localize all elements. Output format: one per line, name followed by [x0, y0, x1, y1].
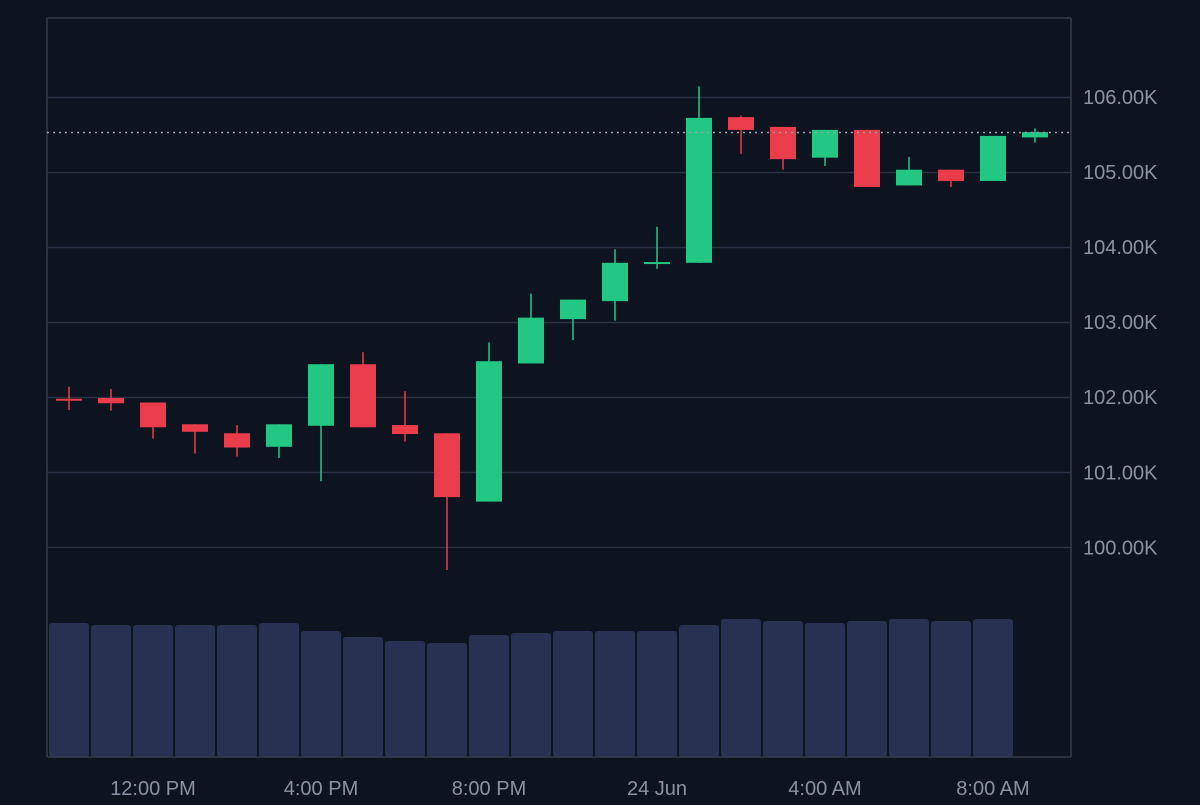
candle-up [896, 156, 922, 186]
candle-body [896, 169, 922, 186]
candle-body [476, 361, 502, 502]
y-tick-label: 100.00K [1083, 537, 1158, 559]
candle-body [1022, 132, 1048, 138]
volume-bar [889, 619, 929, 757]
x-tick-label: 4:00 AM [788, 778, 861, 800]
volume-bar [217, 625, 257, 757]
candle-body [224, 433, 250, 448]
candle-up [266, 424, 292, 459]
candle-body [938, 169, 964, 181]
candle-down [56, 386, 82, 411]
candle-body [854, 129, 880, 187]
volume-bar [469, 635, 509, 757]
volume-bar [679, 625, 719, 757]
candle-down [98, 388, 124, 411]
candle-up [644, 226, 670, 269]
volume-bar [595, 631, 635, 757]
candle-up [812, 129, 838, 166]
candle-body [686, 117, 712, 263]
volume-bar [553, 631, 593, 757]
y-tick-label: 102.00K [1083, 387, 1158, 409]
volume-bar [301, 631, 341, 757]
x-axis: 12:00 PM 4:00 PM 8:00 PM 24 Jun 4:00 AM 8:00 … [110, 778, 1030, 800]
plot-frame [46, 17, 1072, 758]
volume-bar [385, 641, 425, 757]
candle-down [182, 424, 208, 454]
volume-bar [175, 625, 215, 757]
volume-bar [133, 625, 173, 757]
candle-down [854, 129, 880, 187]
x-tick-label: 8:00 PM [452, 778, 526, 800]
candle-down [938, 169, 964, 187]
x-tick-label: 4:00 PM [284, 778, 358, 800]
candle-up [476, 342, 502, 502]
y-tick-label: 104.00K [1083, 237, 1158, 259]
candle-down [224, 425, 250, 457]
y-axis: 106.00K 105.00K 104.00K 103.00K 102.00K 101.0… [1083, 87, 1158, 560]
candle-body [266, 424, 292, 447]
candle-down [434, 433, 460, 570]
volume-bar [847, 621, 887, 757]
candle-body [392, 425, 418, 435]
volume-bar [343, 637, 383, 757]
candle-body [644, 262, 670, 265]
volume-bar [931, 621, 971, 757]
volume-bar [973, 619, 1013, 757]
candle-down [728, 115, 754, 154]
candle-up [518, 293, 544, 364]
y-tick-label: 101.00K [1083, 462, 1158, 484]
volume-bar [637, 631, 677, 757]
candle-body [56, 398, 82, 401]
candle-down [350, 352, 376, 428]
candle-up [1022, 128, 1048, 143]
grid-layer [47, 96, 1071, 549]
candle-body [98, 397, 124, 404]
volume-layer [49, 619, 1013, 757]
x-tick-label: 12:00 PM [110, 778, 196, 800]
candle-up [980, 135, 1006, 181]
volume-bar [511, 633, 551, 757]
candle-body [560, 299, 586, 320]
volume-bar [721, 619, 761, 757]
candle-up [686, 86, 712, 263]
candle-body [518, 317, 544, 364]
candle-layer [56, 86, 1048, 570]
volume-bar [91, 625, 131, 757]
candle-body [308, 364, 334, 426]
x-tick-label: 24 Jun [627, 778, 687, 800]
volume-bar [427, 643, 467, 757]
candle-up [602, 249, 628, 321]
y-tick-label: 106.00K [1083, 87, 1158, 109]
volume-bar [805, 623, 845, 757]
candle-body [350, 364, 376, 428]
candle-body [770, 126, 796, 160]
candle-up [308, 364, 334, 482]
volume-bar [49, 623, 89, 757]
candle-body [812, 129, 838, 158]
candle-body [602, 262, 628, 302]
candle-up [560, 299, 586, 341]
candle-body [140, 402, 166, 428]
candle-down [140, 402, 166, 439]
volume-bar [259, 623, 299, 757]
y-tick-label: 105.00K [1083, 162, 1158, 184]
x-tick-label: 8:00 AM [956, 778, 1029, 800]
candle-body [182, 424, 208, 432]
candle-body [728, 117, 754, 130]
candle-body [980, 135, 1006, 181]
candle-down [392, 391, 418, 442]
y-tick-label: 103.00K [1083, 312, 1158, 334]
candle-body [434, 433, 460, 498]
volume-bar [763, 621, 803, 757]
